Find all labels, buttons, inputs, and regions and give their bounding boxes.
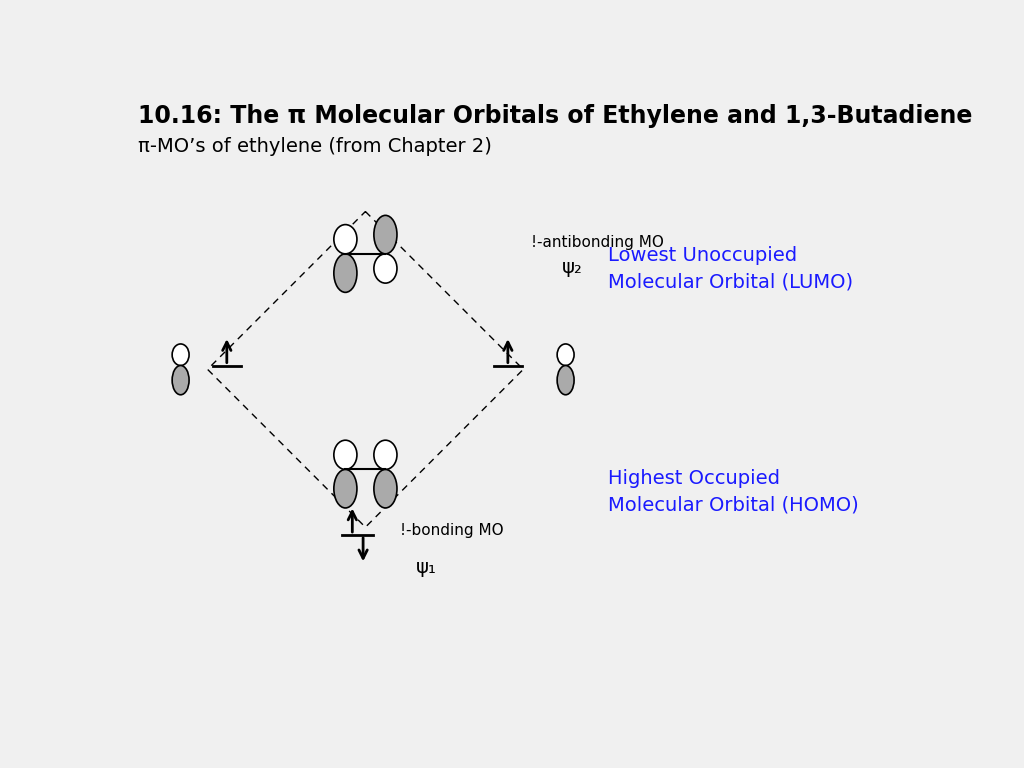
Ellipse shape: [557, 366, 574, 395]
Ellipse shape: [334, 254, 357, 293]
Ellipse shape: [374, 254, 397, 283]
Text: π-MO’s of ethylene (from Chapter 2): π-MO’s of ethylene (from Chapter 2): [138, 137, 493, 156]
Ellipse shape: [557, 344, 574, 366]
Text: Lowest Unoccupied
Molecular Orbital (LUMO): Lowest Unoccupied Molecular Orbital (LUM…: [608, 247, 853, 292]
Ellipse shape: [172, 366, 189, 395]
Ellipse shape: [334, 224, 357, 254]
Ellipse shape: [172, 344, 189, 366]
Text: ψ₂: ψ₂: [562, 258, 583, 276]
Ellipse shape: [374, 469, 397, 508]
Ellipse shape: [334, 440, 357, 469]
Text: ψ₁: ψ₁: [416, 558, 436, 577]
Text: !-antibonding MO: !-antibonding MO: [531, 234, 664, 250]
Text: !-bonding MO: !-bonding MO: [400, 523, 504, 538]
Ellipse shape: [374, 440, 397, 469]
Ellipse shape: [374, 215, 397, 254]
Ellipse shape: [334, 469, 357, 508]
Text: Highest Occupied
Molecular Orbital (HOMO): Highest Occupied Molecular Orbital (HOMO…: [608, 469, 859, 515]
Text: 10.16: The π Molecular Orbitals of Ethylene and 1,3-Butadiene: 10.16: The π Molecular Orbitals of Ethyl…: [138, 104, 973, 127]
